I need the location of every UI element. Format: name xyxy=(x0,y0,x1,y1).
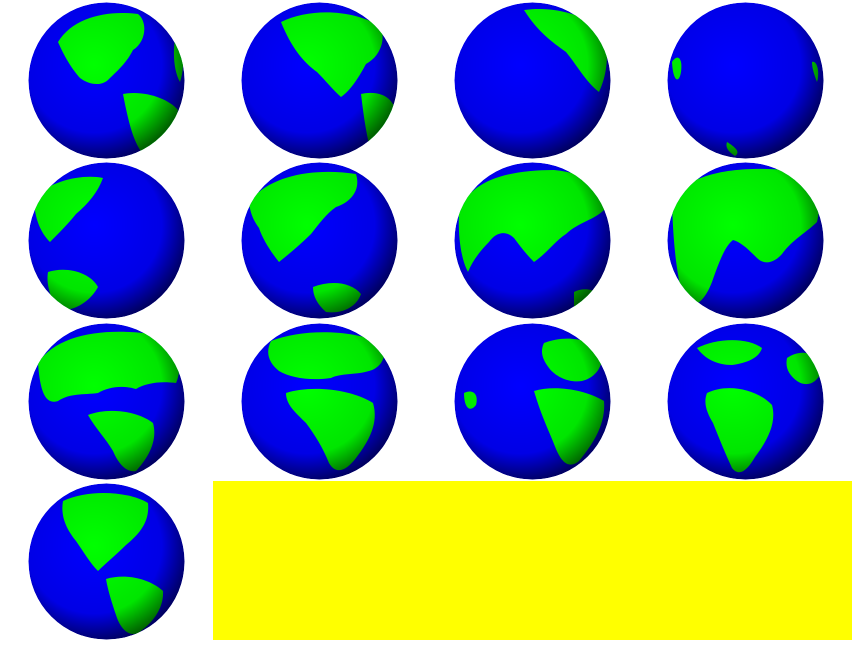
globe-asia-indian-ocean xyxy=(454,162,611,319)
globe-cell xyxy=(213,0,426,160)
globe-shading xyxy=(28,323,185,480)
globe-shading xyxy=(454,2,611,159)
globe-americas-north xyxy=(28,2,185,159)
globe-cell xyxy=(426,321,639,481)
globe-cell xyxy=(639,160,852,320)
globe-africa-atlantic xyxy=(241,323,398,480)
globe-cell xyxy=(426,160,639,320)
globe-asia-africa xyxy=(667,162,824,319)
globe-shading xyxy=(28,2,185,159)
globe-cell xyxy=(0,481,213,641)
globe-cell xyxy=(639,321,852,481)
globe-shading xyxy=(454,323,611,480)
globe-cell xyxy=(426,0,639,160)
globe-americas xyxy=(28,483,185,640)
globe-shading xyxy=(454,162,611,319)
globe-east-asia-australia xyxy=(241,162,398,319)
globe-cell xyxy=(0,0,213,160)
globe-north-america-pacific xyxy=(241,2,398,159)
globe-cell xyxy=(213,321,426,481)
globe-europe-africa xyxy=(28,323,185,480)
globe-pacific-alaska xyxy=(454,2,611,159)
globe-shading xyxy=(667,162,824,319)
globe-south-america-atlantic xyxy=(667,323,824,480)
globe-shading xyxy=(667,323,824,480)
globe-shading xyxy=(241,2,398,159)
globe-atlantic-south-america xyxy=(454,323,611,480)
globe-cell xyxy=(639,0,852,160)
yellow-panel xyxy=(213,481,852,640)
globe-shading xyxy=(241,162,398,319)
globe-shading xyxy=(667,2,824,159)
globe-central-pacific xyxy=(667,2,824,159)
globe-shading xyxy=(28,162,185,319)
globe-shading xyxy=(28,483,185,640)
globe-cell xyxy=(0,160,213,320)
globe-cell xyxy=(0,321,213,481)
globe-western-pacific xyxy=(28,162,185,319)
globe-shading xyxy=(241,323,398,480)
globe-cell xyxy=(213,160,426,320)
